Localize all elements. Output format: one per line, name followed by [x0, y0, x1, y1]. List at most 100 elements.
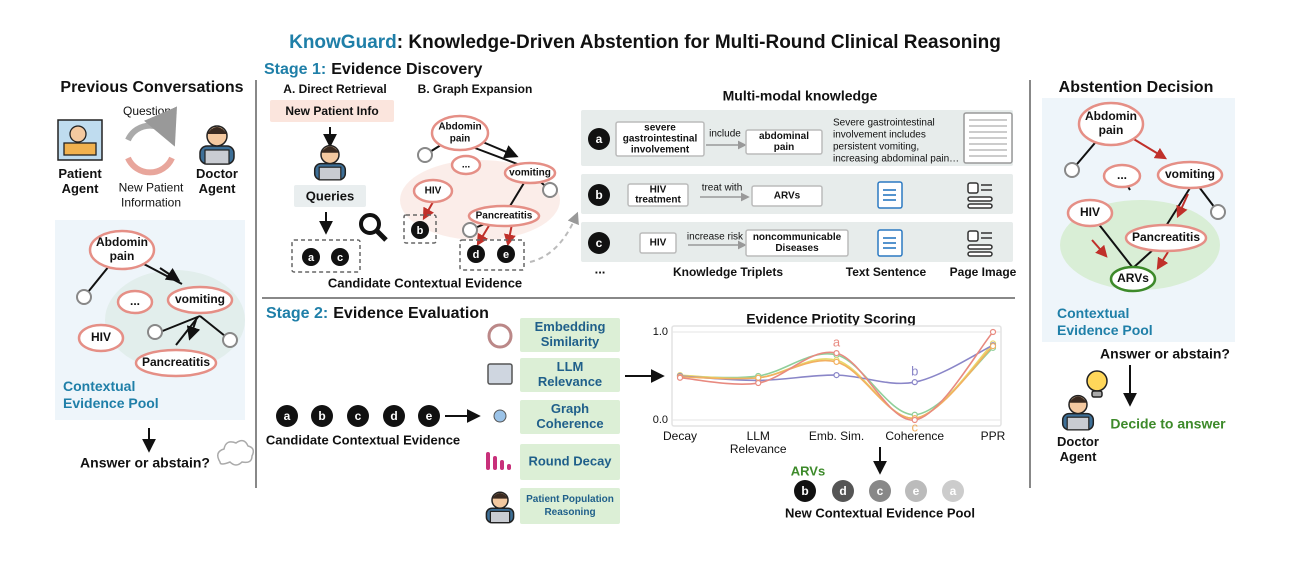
head-box: [615, 121, 705, 157]
icon: [1069, 396, 1087, 403]
cycle-arrow: [125, 106, 177, 147]
tail-box: [745, 129, 823, 155]
label: Abstention Decision: [1059, 79, 1214, 96]
connector: [159, 315, 201, 333]
icon: [967, 251, 993, 257]
leaf-node: [222, 332, 238, 348]
label: HIV: [91, 330, 111, 344]
label: d: [390, 409, 397, 423]
point: [755, 379, 762, 387]
info-box: [270, 100, 394, 122]
label: ARVs: [774, 191, 801, 202]
label: Pancreatitis: [1132, 230, 1200, 244]
label: Agent: [199, 181, 237, 196]
icon: [967, 203, 993, 209]
main-title: KnowGuard: Knowledge-Driven Abstention f…: [289, 32, 1001, 53]
point: [989, 342, 997, 350]
label: b: [417, 225, 424, 237]
label: Pancreatitis: [476, 211, 533, 222]
leaf-node: [1064, 162, 1080, 178]
icon: [204, 149, 230, 165]
label: LLM: [557, 359, 584, 374]
series-line: [679, 345, 994, 420]
graph-node: [134, 348, 218, 378]
icon: [207, 127, 227, 134]
evidence-badge: [347, 405, 369, 427]
point: [755, 374, 762, 381]
arrow: [1156, 251, 1169, 271]
label: Contextual: [63, 378, 135, 394]
icon: [318, 166, 342, 181]
arrow: [186, 319, 201, 341]
label: e: [426, 409, 433, 423]
evidence-badge: [411, 221, 429, 239]
evidence-badge: [588, 128, 610, 150]
label: PPR: [981, 429, 1006, 443]
graph-node: [412, 178, 454, 204]
label: d: [473, 249, 480, 261]
tail-box: [751, 185, 823, 207]
connector: [474, 147, 521, 166]
evidence-badge: [467, 245, 485, 263]
label: a: [308, 252, 315, 264]
label: Evidence Priotity Scoring: [746, 311, 916, 327]
icon: [1066, 416, 1090, 431]
evidence-badge: [905, 480, 927, 502]
evidence-badge: [869, 480, 891, 502]
icon: [492, 493, 508, 499]
graph-node: [467, 204, 541, 228]
arrow: [1091, 239, 1108, 258]
label: c: [355, 409, 362, 423]
label: ...: [130, 294, 140, 308]
label: A. Direct Retrieval: [283, 82, 386, 96]
head-box: [627, 183, 689, 207]
tail-box: [745, 229, 849, 257]
cycle-arrow: [125, 156, 175, 176]
graph-node: [450, 154, 482, 176]
label: e: [913, 484, 920, 498]
graph-node: [1109, 265, 1157, 293]
label: 0.0: [653, 414, 668, 426]
leaf-node: [1210, 204, 1226, 220]
label: Queries: [306, 188, 354, 203]
label: vomiting: [1165, 167, 1215, 181]
icon: [507, 464, 511, 470]
label: 1.0: [653, 326, 668, 338]
label: HIV: [650, 238, 667, 249]
label: c: [337, 252, 343, 264]
label: HIV: [650, 185, 667, 196]
point: [676, 374, 684, 381]
label: Agent: [62, 181, 100, 196]
graph-node: [503, 161, 557, 185]
label: Abdomin: [96, 235, 148, 249]
label: Relevance: [538, 374, 602, 389]
label: Doctor: [1057, 434, 1099, 449]
label: Reasoning: [544, 507, 595, 518]
evidence-badge: [302, 248, 320, 266]
label: persistent vomiting,: [833, 142, 919, 153]
point: [833, 350, 840, 357]
label: Abdomin: [438, 122, 481, 133]
label: pain: [774, 142, 795, 153]
magnifier: [359, 213, 381, 235]
evidence-badge: [418, 405, 440, 427]
label: Evidence Pool: [63, 395, 159, 411]
arrow: [1176, 193, 1189, 219]
leaf-node: [542, 182, 558, 198]
label: New Patient Info: [285, 104, 378, 118]
evidence-badge: [497, 245, 515, 263]
label: New Contextual Evidence Pool: [785, 505, 975, 520]
label: Coherence: [885, 429, 944, 443]
label: Candidate Contextual Evidence: [266, 432, 460, 447]
title-rest: : Knowledge-Driven Abstention for Multi-…: [397, 32, 1001, 53]
label: B. Graph Expansion: [418, 82, 533, 96]
connector: [529, 211, 579, 263]
label: pain: [110, 249, 135, 263]
label: a: [950, 484, 957, 498]
label: Questions: [123, 104, 177, 118]
label: Decay: [663, 429, 697, 443]
label: treat with: [702, 183, 743, 194]
point: [911, 416, 918, 424]
label: b: [595, 188, 602, 202]
stage2-heading: Stage 2: Evidence Evaluation: [266, 305, 489, 322]
